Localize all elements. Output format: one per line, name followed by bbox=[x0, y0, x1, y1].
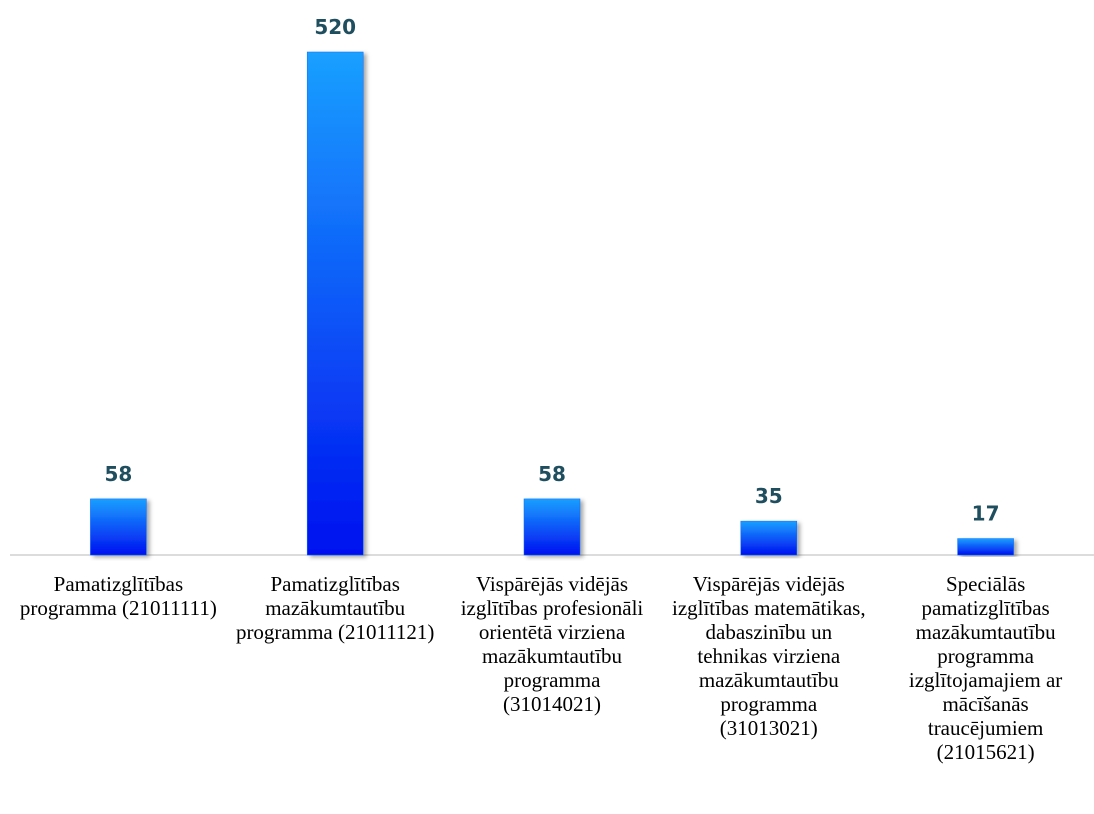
x-tick-label: Pamatizglītības programma (21011111) bbox=[19, 572, 217, 620]
bar bbox=[90, 498, 147, 556]
value-label: 17 bbox=[972, 502, 1000, 526]
x-tick-label: Vispārējās vidējās izglītības matemātika… bbox=[671, 572, 866, 740]
x-tick-label: Pamatizglītības mazākumtautību programma… bbox=[235, 572, 435, 644]
value-label: 58 bbox=[104, 462, 132, 486]
value-label: 520 bbox=[314, 15, 356, 39]
bar bbox=[523, 498, 581, 556]
value-label: 58 bbox=[538, 462, 566, 486]
value-label: 35 bbox=[755, 484, 783, 508]
bar bbox=[306, 51, 364, 556]
bar bbox=[957, 538, 1014, 556]
bar bbox=[740, 520, 798, 556]
x-tick-label: Speciālās pamatizglītības mazākumtautību… bbox=[908, 572, 1063, 764]
x-tick-label: Vispārējās vidējās izglītības profesionā… bbox=[460, 572, 644, 716]
